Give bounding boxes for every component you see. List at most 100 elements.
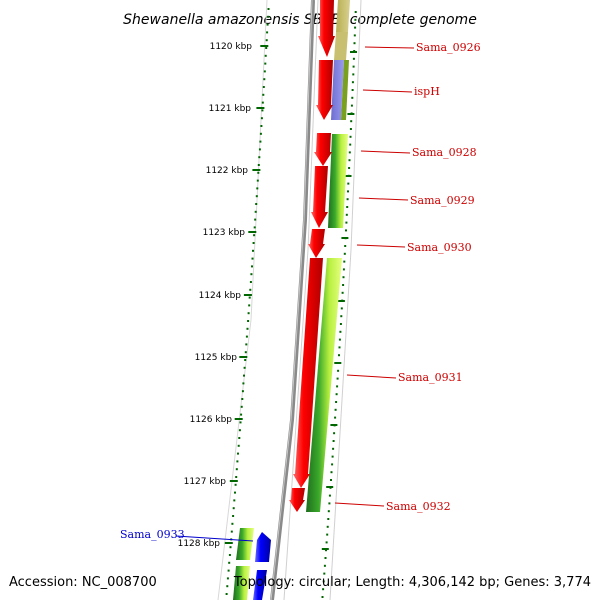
ruler-dot	[336, 377, 339, 380]
ruler-dot	[322, 580, 325, 583]
ruler-dot	[328, 494, 331, 497]
ruler-dot	[253, 234, 256, 237]
ruler-dot	[260, 117, 263, 120]
kbp-label-1125: 1125 kbp	[195, 353, 238, 363]
ruler-major-tick	[229, 480, 238, 482]
ruler-major-ticks	[224, 45, 357, 550]
gene-label-sama-0933[interactable]: Sama_0933	[120, 528, 185, 541]
ruler-major-tick	[321, 548, 329, 550]
ruler-dot	[345, 213, 348, 216]
ruler-dot	[342, 284, 345, 286]
gene-label-isph[interactable]: ispH	[414, 85, 440, 98]
ruler-dot	[348, 159, 351, 162]
ruler-dot	[349, 135, 352, 138]
reverse-genes	[253, 532, 271, 600]
ruler-dot	[326, 525, 329, 528]
gene-label-sama-0929[interactable]: Sama_0929	[410, 194, 475, 207]
ruler-dot	[247, 320, 250, 322]
ruler-dot	[249, 288, 252, 291]
callout-sama-0931	[346, 374, 397, 379]
callout-sama-0928	[360, 150, 411, 154]
kbp-label-1126: 1126 kbp	[190, 415, 233, 425]
kbp-label-1123: 1123 kbp	[203, 228, 246, 238]
ruler-dot	[239, 421, 242, 424]
gene-label-sama-0932[interactable]: Sama_0932	[386, 500, 451, 513]
gene-arrow-sama-0933	[255, 532, 271, 562]
ruler-dot	[256, 187, 259, 190]
ruler-dot	[323, 564, 326, 567]
ruler-dot	[258, 156, 261, 159]
ruler-dot	[348, 167, 351, 169]
ruler-dot	[267, 8, 270, 10]
ruler-dot	[245, 343, 248, 346]
ruler-dot	[327, 518, 330, 520]
ruler-dot	[238, 429, 241, 432]
ruler-dot	[247, 312, 250, 315]
ruler-dot	[265, 47, 268, 49]
kbp-label-1120: 1120 kbp	[210, 42, 253, 52]
gene-label-sama-0928[interactable]: Sama_0928	[412, 146, 477, 159]
ruler-dot	[242, 382, 245, 385]
ruler-dot	[332, 440, 335, 442]
ruler-dot	[245, 335, 248, 338]
map-title: Shewanella amazonensis SB2B, complete ge…	[123, 12, 477, 28]
ruler-dot	[267, 15, 270, 18]
ruler-dot	[262, 86, 265, 88]
ruler-dot	[334, 408, 337, 411]
ruler-dot	[348, 151, 351, 154]
ruler-dot	[328, 502, 331, 505]
ruler-dot	[258, 148, 261, 151]
ruler-major-tick	[326, 486, 334, 488]
ruler-dot	[341, 291, 344, 294]
kbp-label-1121: 1121 kbp	[209, 104, 252, 114]
ruler-dot	[344, 245, 347, 247]
ruler-dot	[331, 455, 334, 458]
gc-track	[233, 0, 350, 600]
ruler-dot	[234, 491, 236, 494]
kbp-label-1122: 1122 kbp	[206, 166, 249, 176]
callout-sama-0930	[356, 244, 406, 248]
ruler-dot	[354, 26, 357, 29]
ruler-dot	[232, 515, 235, 517]
ring-inner-outline	[283, 0, 319, 600]
callout-sama-0933	[175, 535, 254, 542]
ruler-dot	[343, 252, 346, 255]
gene-label-sama-0931[interactable]: Sama_0931	[398, 371, 463, 384]
kbp-label-1124: 1124 kbp	[199, 291, 242, 301]
ruler-dot	[236, 460, 239, 463]
ruler-dot	[338, 346, 341, 349]
ruler-dots	[225, 8, 357, 598]
ruler-major-tick	[224, 542, 233, 544]
ring-guide-outline	[217, 0, 268, 600]
ruler-dot	[335, 401, 338, 403]
ruler-dot	[263, 70, 266, 73]
ruler-major-tick	[330, 424, 338, 426]
ruler-dot	[253, 226, 256, 229]
ruler-dot	[263, 78, 266, 81]
gene-label-sama-0930[interactable]: Sama_0930	[407, 241, 472, 254]
ruler-dot	[354, 11, 357, 13]
ruler-dot	[353, 42, 356, 45]
callout-sama-0929	[358, 197, 409, 201]
ruler-dot	[241, 390, 244, 393]
kbp-label-1128: 1128 kbp	[178, 539, 221, 549]
ruler-dot	[257, 164, 260, 166]
ruler-dot	[338, 354, 340, 357]
ruler-dot	[226, 577, 229, 580]
ruler-major-tick	[337, 300, 345, 302]
ruler-dot	[257, 171, 260, 174]
ruler-dot	[339, 323, 342, 325]
ruler-dot	[226, 585, 229, 588]
ruler-dot	[345, 229, 347, 232]
gene-label-sama-0926[interactable]: Sama_0926	[416, 41, 481, 54]
ruler-dot	[265, 39, 268, 42]
ruler-dot	[354, 18, 357, 21]
ruler-dot	[330, 471, 333, 474]
ruler-dot	[332, 447, 335, 450]
ruler-dot	[229, 546, 232, 549]
callout-sama-0926	[364, 46, 415, 49]
callout-lines	[175, 46, 415, 542]
ruler-dot	[260, 125, 263, 127]
ruler-dot	[347, 182, 350, 185]
